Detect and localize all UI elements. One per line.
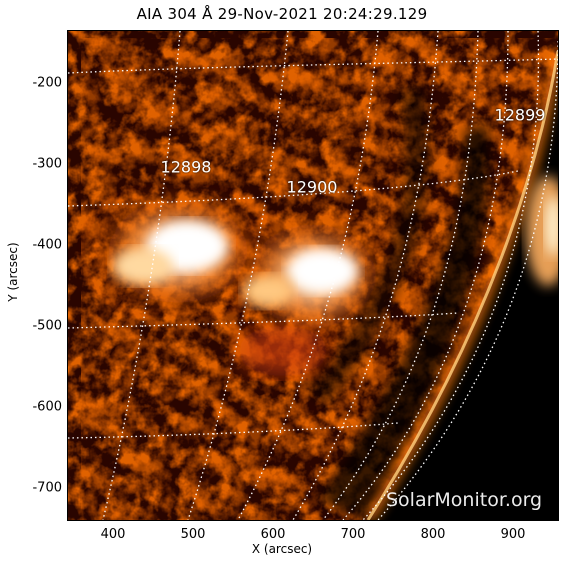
y-tick-label: -600 <box>32 399 62 415</box>
heliographic-grid <box>68 31 558 520</box>
y-tick-label: -700 <box>32 480 62 496</box>
y-tick-label: -500 <box>32 318 62 334</box>
region-label-12899: 12899 <box>494 105 546 125</box>
watermark: SolarMonitor.org <box>386 489 543 511</box>
x-tick-label: 500 <box>180 527 206 542</box>
active-region-12900-plage <box>238 221 388 376</box>
active-region-12898-plage <box>93 196 263 306</box>
solar-disk <box>68 31 558 520</box>
y-axis-title: Y (arcsec) <box>6 242 20 302</box>
x-tick-label: 400 <box>100 527 126 542</box>
y-tick-label: -400 <box>32 237 62 253</box>
x-tick-label: 600 <box>260 527 286 542</box>
x-axis-title: X (arcsec) <box>251 542 313 556</box>
y-tick-label: -200 <box>32 75 62 91</box>
region-label-12898: 12898 <box>160 157 212 177</box>
region-label-12900: 12900 <box>286 177 338 197</box>
plot-title: AIA 304 Å 29-Nov-2021 20:24:29.129 <box>136 5 428 23</box>
solar-image <box>68 31 558 520</box>
solar-limb <box>363 50 558 520</box>
y-tick-label: -300 <box>32 156 62 172</box>
x-tick-label: 800 <box>420 527 446 542</box>
x-tick-label: 700 <box>340 527 366 542</box>
solar-image-frame <box>67 30 559 521</box>
x-tick-label: 900 <box>500 527 526 542</box>
